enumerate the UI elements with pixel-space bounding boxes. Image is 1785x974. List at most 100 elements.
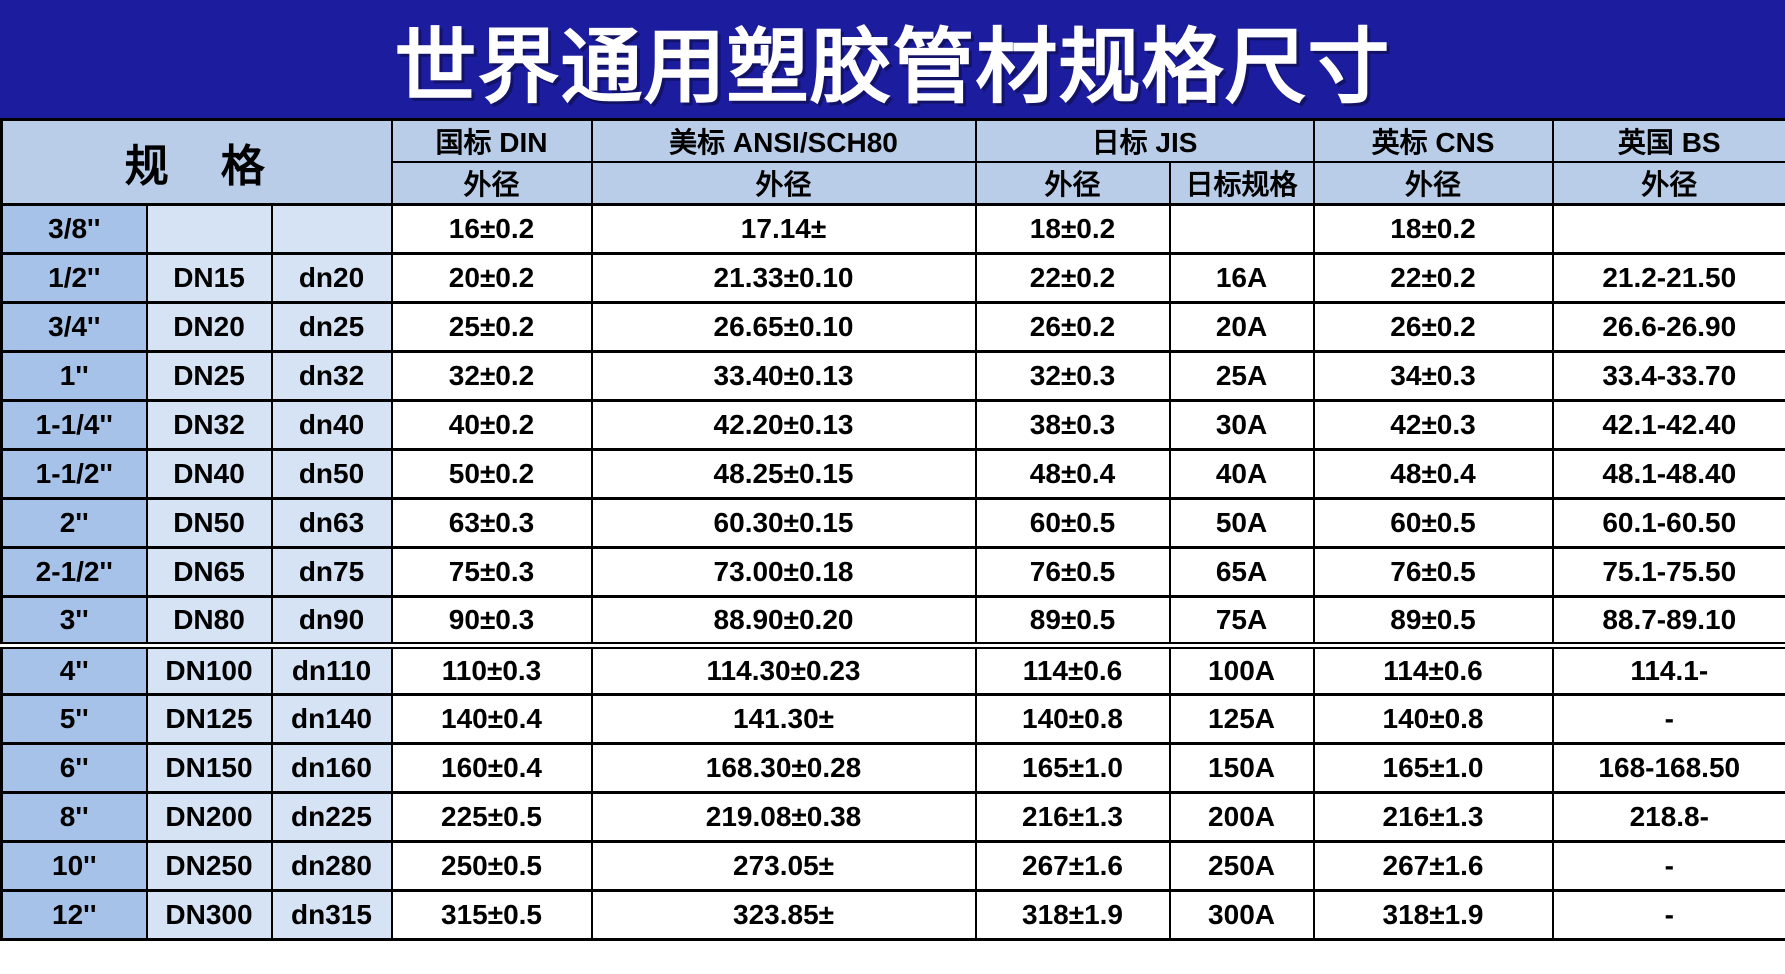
subheader-ansi-od: 外径 [590, 161, 977, 206]
din-od: 315±0.5 [390, 889, 593, 941]
standards-header-row: 规 格 国标 DIN 美标 ANSI/SCH80 日标 JIS 英标 CNS 英… [0, 118, 1785, 206]
jis-spec: 100A [1168, 642, 1315, 696]
size-dn: DN250 [145, 840, 273, 892]
size-dn: DN150 [145, 742, 273, 794]
cns-od: 26±0.2 [1312, 301, 1554, 353]
bs-od: 21.2-21.50 [1551, 252, 1785, 304]
table-row: 4'' DN100 dn110 110±0.3 114.30±0.23 114±0.6 10… [0, 642, 1785, 696]
jis-spec [1168, 203, 1315, 255]
spec-table-body: 3/8'' 16±0.2 17.14± 18±0.2 18±0.2 1/2'' DN15 dn… [0, 203, 1785, 941]
size-inch: 8'' [0, 791, 148, 843]
cns-od: 34±0.3 [1312, 350, 1554, 402]
table-row: 8'' DN200 dn225 225±0.5 219.08±0.38 216±1.3 20… [0, 791, 1785, 843]
jis-od: 114±0.6 [974, 642, 1171, 696]
bs-od: - [1551, 889, 1785, 941]
bs-od: 33.4-33.70 [1551, 350, 1785, 402]
din-od: 160±0.4 [390, 742, 593, 794]
jis-od: 216±1.3 [974, 791, 1171, 843]
size-dn: DN80 [145, 595, 273, 647]
size-dn-metric: dn160 [270, 742, 393, 794]
jis-od: 76±0.5 [974, 546, 1171, 598]
jis-spec: 50A [1168, 497, 1315, 549]
cns-od: 165±1.0 [1312, 742, 1554, 794]
ansi-od: 273.05± [590, 840, 977, 892]
din-od: 225±0.5 [390, 791, 593, 843]
size-dn-metric: dn315 [270, 889, 393, 941]
size-inch: 4'' [0, 642, 148, 696]
ansi-od: 114.30±0.23 [590, 642, 977, 696]
subheader-row: 外径 外径 外径 日标规格 外径 外径 [2, 161, 1785, 206]
size-dn: DN50 [145, 497, 273, 549]
size-inch: 12'' [0, 889, 148, 941]
din-od: 75±0.3 [390, 546, 593, 598]
ansi-od: 21.33±0.10 [590, 252, 977, 304]
ansi-od: 88.90±0.20 [590, 595, 977, 647]
jis-od: 38±0.3 [974, 399, 1171, 451]
ansi-od: 168.30±0.28 [590, 742, 977, 794]
bs-od: 88.7-89.10 [1551, 595, 1785, 647]
subheader-din-od: 外径 [390, 161, 593, 206]
jis-spec: 16A [1168, 252, 1315, 304]
subheader-jis-od: 外径 [974, 161, 1171, 206]
bs-od: 75.1-75.50 [1551, 546, 1785, 598]
size-dn: DN40 [145, 448, 273, 500]
bs-od: - [1551, 840, 1785, 892]
page-title: 世界通用塑胶管材规格尺寸 [394, 21, 1391, 113]
table-row: 6'' DN150 dn160 160±0.4 168.30±0.28 165±1.0 15… [0, 742, 1785, 794]
cns-od: 18±0.2 [1312, 203, 1554, 255]
size-dn-metric: dn140 [270, 693, 393, 745]
subheader-bs-od: 外径 [1551, 161, 1785, 206]
din-od: 50±0.2 [390, 448, 593, 500]
jis-od: 48±0.4 [974, 448, 1171, 500]
din-od: 110±0.3 [390, 642, 593, 696]
jis-spec: 75A [1168, 595, 1315, 647]
table-row: 3/8'' 16±0.2 17.14± 18±0.2 18±0.2 [0, 203, 1785, 255]
din-od: 40±0.2 [390, 399, 593, 451]
bs-od: - [1551, 693, 1785, 745]
din-od: 32±0.2 [390, 350, 593, 402]
jis-spec: 300A [1168, 889, 1315, 941]
header-din: 国标 DIN [390, 118, 593, 163]
header-ansi: 美标 ANSI/SCH80 [590, 118, 977, 163]
size-dn: DN32 [145, 399, 273, 451]
cns-od: 318±1.9 [1312, 889, 1554, 941]
size-inch: 1/2'' [0, 252, 148, 304]
size-dn: DN125 [145, 693, 273, 745]
size-dn-metric: dn63 [270, 497, 393, 549]
size-inch: 2-1/2'' [0, 546, 148, 598]
jis-od: 89±0.5 [974, 595, 1171, 647]
jis-spec: 40A [1168, 448, 1315, 500]
size-dn-metric: dn75 [270, 546, 393, 598]
header-bs: 英国 BS [1551, 118, 1785, 163]
table-row: 5'' DN125 dn140 140±0.4 141.30± 140±0.8 125A 14… [0, 693, 1785, 745]
jis-spec: 25A [1168, 350, 1315, 402]
jis-od: 18±0.2 [974, 203, 1171, 255]
size-inch: 3'' [0, 595, 148, 647]
size-inch: 5'' [0, 693, 148, 745]
jis-spec: 20A [1168, 301, 1315, 353]
ansi-od: 323.85± [590, 889, 977, 941]
size-dn: DN200 [145, 791, 273, 843]
subheader-cns-od: 外径 [1312, 161, 1554, 206]
cns-od: 42±0.3 [1312, 399, 1554, 451]
din-od: 250±0.5 [390, 840, 593, 892]
cns-od: 89±0.5 [1312, 595, 1554, 647]
din-od: 20±0.2 [390, 252, 593, 304]
table-row: 3'' DN80 dn90 90±0.3 88.90±0.20 89±0.5 75A 89±0… [0, 595, 1785, 647]
cns-od: 76±0.5 [1312, 546, 1554, 598]
size-inch: 10'' [0, 840, 148, 892]
size-dn-metric: dn90 [270, 595, 393, 647]
size-dn-metric: dn25 [270, 301, 393, 353]
size-dn-metric [270, 203, 393, 255]
size-dn-metric: dn225 [270, 791, 393, 843]
jis-od: 60±0.5 [974, 497, 1171, 549]
jis-spec: 150A [1168, 742, 1315, 794]
size-dn-metric: dn110 [270, 642, 393, 696]
size-dn-metric: dn32 [270, 350, 393, 402]
table-row: 1/2'' DN15 dn20 20±0.2 21.33±0.10 22±0.2 16A 22… [0, 252, 1785, 304]
jis-od: 318±1.9 [974, 889, 1171, 941]
jis-od: 26±0.2 [974, 301, 1171, 353]
size-dn: DN15 [145, 252, 273, 304]
jis-spec: 200A [1168, 791, 1315, 843]
cns-od: 140±0.8 [1312, 693, 1554, 745]
